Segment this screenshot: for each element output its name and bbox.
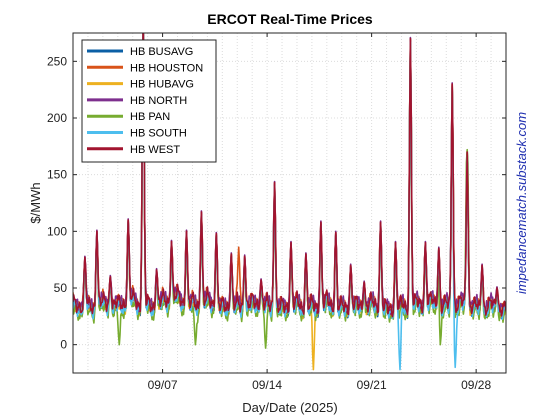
y-tick-label: 0 <box>60 338 67 352</box>
y-tick-label: 200 <box>47 111 67 125</box>
watermark-text: impedancematch.substack.com <box>514 112 529 294</box>
legend-entry: HB NORTH <box>130 95 187 107</box>
x-tick-label: 09/21 <box>357 378 387 392</box>
y-tick-label: 150 <box>47 168 67 182</box>
x-tick-label: 09/28 <box>461 378 491 392</box>
legend: HB BUSAVG HB HOUSTON HB HUBAVG HB NORTH HB P… <box>81 39 217 163</box>
legend-entry: HB BUSAVG <box>130 46 193 58</box>
y-tick-label: 100 <box>47 224 67 238</box>
x-axis-label: Day/Date (2025) <box>242 400 337 415</box>
axis-ticks: 0 50 100 150 200 250 09/07 09/14 09/21 09/28 <box>47 33 506 392</box>
x-tick-label: 09/07 <box>148 378 178 392</box>
y-tick-label: 50 <box>54 281 68 295</box>
series-lines <box>73 33 506 371</box>
legend-entry: HB PAN <box>130 111 170 123</box>
x-tick-label: 09/14 <box>252 378 282 392</box>
legend-entry: HB SOUTH <box>130 128 187 140</box>
plot-frame <box>72 32 507 374</box>
y-axis-label: $/MWh <box>28 182 43 223</box>
legend-entry: HB HOUSTON <box>130 62 203 74</box>
legend-entry: HB HUBAVG <box>130 79 194 91</box>
y-tick-label: 250 <box>47 54 67 68</box>
legend-entry: HB WEST <box>130 144 180 156</box>
chart-title: ERCOT Real-Time Prices <box>207 11 373 27</box>
series-line-hb-west <box>73 33 506 318</box>
